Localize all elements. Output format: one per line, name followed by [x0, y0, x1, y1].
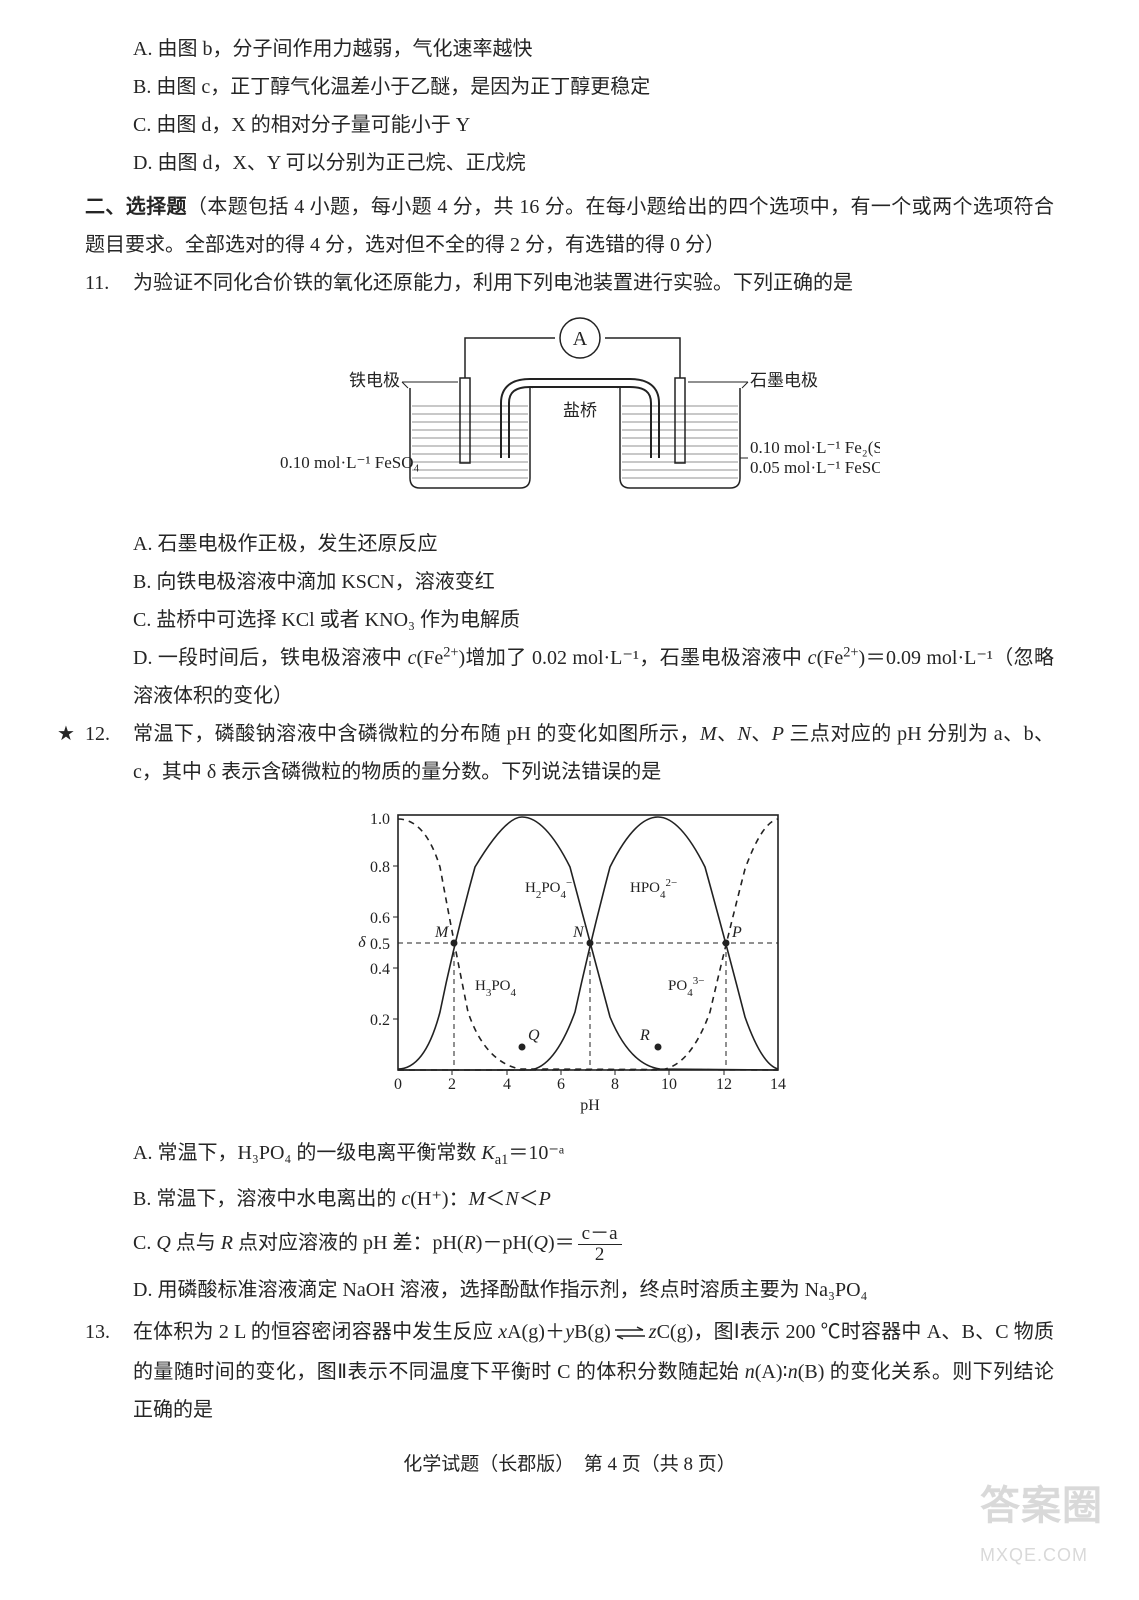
q13: 13. 在体积为 2 L 的恒容密闭容器中发生反应 xA(g)＋yB(g)zC(… [85, 1313, 1054, 1428]
svg-text:14: 14 [770, 1076, 786, 1093]
svg-text:0.2: 0.2 [370, 1012, 390, 1029]
svg-text:δ: δ [358, 934, 366, 951]
svg-text:10: 10 [661, 1076, 677, 1093]
bridge-label: 盐桥 [563, 401, 597, 420]
svg-text:0.8: 0.8 [370, 859, 390, 876]
q10-option-b: B. 由图 c，正丁醇气化温差小于乙醚，是因为正丁醇更稳定 [133, 68, 1054, 106]
svg-text:0: 0 [394, 1076, 402, 1093]
svg-text:H3PO4: H3PO4 [475, 978, 517, 999]
right-electrode-label: 石墨电极 [750, 371, 818, 390]
q10-option-a: A. 由图 b，分子间作用力越弱，气化速率越快 [133, 30, 1054, 68]
q11: 11. 为验证不同化合价铁的氧化还原能力，利用下列电池装置进行实验。下列正确的是 [85, 264, 1054, 302]
q12-option-a: A. 常温下，H₃PO₄ 的一级电离平衡常数 Ka1＝10⁻ᵃ [133, 1134, 1054, 1174]
q11-diagram: A 铁电极 石墨电极 盐桥 0.10 m [85, 308, 1054, 521]
svg-text:12: 12 [716, 1076, 732, 1093]
svg-text:M: M [434, 924, 450, 941]
svg-text:4: 4 [503, 1076, 511, 1093]
section-2-desc: （本题包括 4 小题，每小题 4 分，共 16 分。在每小题给出的四个选项中，有… [85, 196, 1054, 256]
left-electrode-label: 铁电极 [349, 371, 400, 390]
q12-chart: 0.2 0.4 0.5 0.6 0.8 1.0 0 2 4 6 8 10 12 … [85, 797, 1054, 1130]
svg-text:R: R [639, 1027, 650, 1044]
svg-text:6: 6 [557, 1076, 565, 1093]
svg-text:P: P [731, 924, 742, 941]
right-solution-1: 0.10 mol·L⁻¹ Fe₂(SO₄)₃ [750, 438, 880, 457]
q11-stem: 为验证不同化合价铁的氧化还原能力，利用下列电池装置进行实验。下列正确的是 [133, 264, 1054, 302]
q12-option-d: D. 用磷酸标准溶液滴定 NaOH 溶液，选择酚酞作指示剂，终点时溶质主要为 N… [133, 1271, 1054, 1309]
page-footer: 化学试题（长郡版） 第 4 页（共 8 页） [85, 1447, 1054, 1483]
q11-option-b: B. 向铁电极溶液中滴加 KSCN，溶液变红 [133, 563, 1054, 601]
svg-text:H2PO4−: H2PO4− [525, 877, 572, 901]
section-2-heading: 二、选择题（本题包括 4 小题，每小题 4 分，共 16 分。在每小题给出的四个… [85, 188, 1054, 264]
section-2-title: 二、选择题 [85, 196, 187, 218]
right-solution-2: 0.05 mol·L⁻¹ FeSO₄ [750, 458, 880, 477]
q12-option-c: C. Q 点与 R 点对应溶液的 pH 差：pH(R)－pH(Q)＝c－a2 [133, 1224, 1054, 1265]
left-solution: 0.10 mol·L⁻¹ FeSO₄ [280, 453, 420, 472]
svg-text:0.5: 0.5 [370, 936, 390, 953]
star-icon: ★ [57, 715, 75, 753]
watermark-small: MXQE.COM [980, 1538, 1103, 1572]
svg-text:1.0: 1.0 [370, 811, 390, 828]
q12: ★12. 常温下，磷酸钠溶液中含磷微粒的分布随 pH 的变化如图所示，M、N、P… [85, 715, 1054, 791]
ammeter-label: A [572, 328, 587, 350]
q11-option-d: D. 一段时间后，铁电极溶液中 c(Fe2+)增加了 0.02 mol·L⁻¹，… [133, 639, 1054, 715]
watermark-big: 答案圈 [980, 1468, 1103, 1544]
q13-stem: 在体积为 2 L 的恒容密闭容器中发生反应 xA(g)＋yB(g)zC(g)，图… [133, 1313, 1054, 1428]
q11-option-a: A. 石墨电极作正极，发生还原反应 [133, 525, 1054, 563]
svg-text:0.4: 0.4 [370, 961, 390, 978]
svg-text:2: 2 [448, 1076, 456, 1093]
q12-number: ★12. [85, 715, 133, 791]
svg-text:Q: Q [528, 1027, 540, 1044]
q10-option-d: D. 由图 d，X、Y 可以分别为正己烷、正戊烷 [133, 144, 1054, 182]
svg-text:PO43−: PO43− [668, 975, 704, 999]
q10-option-c: C. 由图 d，X 的相对分子量可能小于 Y [133, 106, 1054, 144]
watermark: 答案圈 MXQE.COM [980, 1468, 1103, 1572]
svg-text:8: 8 [611, 1076, 619, 1093]
q12-stem: 常温下，磷酸钠溶液中含磷微粒的分布随 pH 的变化如图所示，M、N、P 三点对应… [133, 715, 1054, 791]
svg-text:0.6: 0.6 [370, 910, 390, 927]
q11-number: 11. [85, 264, 133, 302]
q11-option-c: C. 盐桥中可选择 KCl 或者 KNO₃ 作为电解质 [133, 601, 1054, 639]
svg-text:HPO42−: HPO42− [630, 877, 677, 901]
svg-text:N: N [572, 924, 585, 941]
svg-text:pH: pH [580, 1097, 600, 1114]
q13-number: 13. [85, 1313, 133, 1428]
q12-option-b: B. 常温下，溶液中水电离出的 c(H⁺)：M＜N＜P [133, 1180, 1054, 1218]
